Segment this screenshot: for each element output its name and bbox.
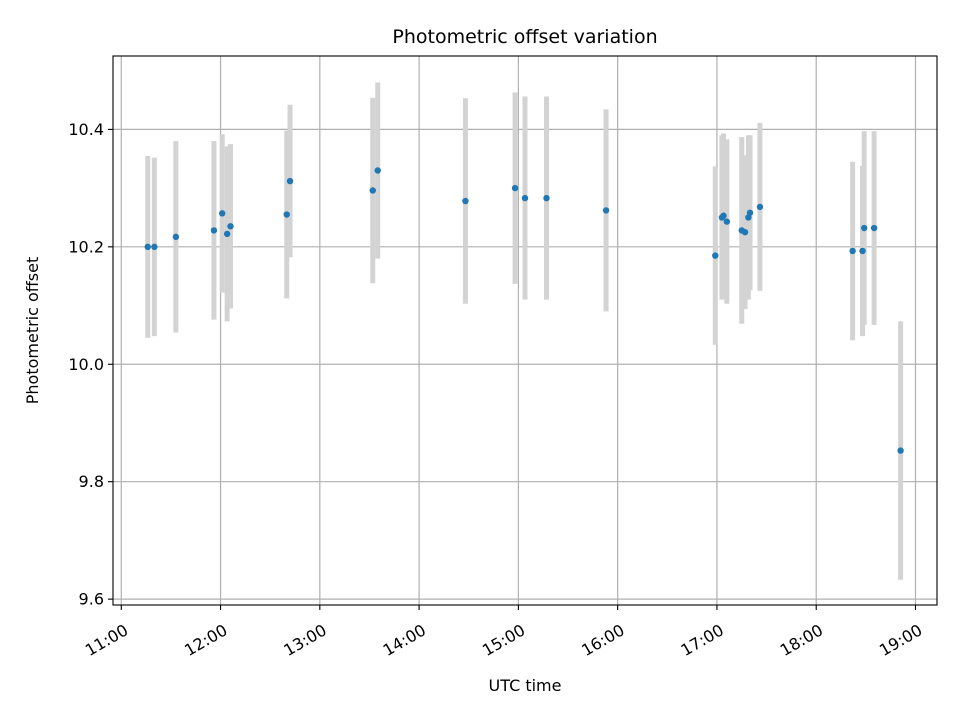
data-point bbox=[369, 187, 376, 194]
data-point bbox=[543, 194, 550, 202]
data-point bbox=[897, 447, 904, 454]
y-tick-label: 9.6 bbox=[79, 590, 104, 609]
data-point bbox=[283, 211, 290, 218]
data-point bbox=[219, 210, 226, 217]
y-tick-label: 10.0 bbox=[68, 355, 104, 374]
data-point bbox=[870, 224, 878, 232]
y-tick-label: 9.8 bbox=[79, 472, 104, 491]
data-point bbox=[849, 247, 856, 255]
data-point bbox=[511, 184, 519, 192]
x-axis-label: UTC time bbox=[489, 676, 562, 695]
point-layer bbox=[144, 167, 904, 454]
plot-frame bbox=[112, 55, 938, 606]
data-point bbox=[151, 243, 158, 251]
data-point bbox=[723, 218, 731, 225]
data-point bbox=[859, 247, 866, 255]
chart-title: Photometric offset variation bbox=[392, 26, 657, 48]
data-point bbox=[462, 197, 469, 205]
data-point bbox=[860, 224, 868, 232]
data-point bbox=[756, 203, 764, 211]
data-point bbox=[286, 177, 294, 185]
data-point bbox=[741, 228, 749, 236]
y-tick-label: 10.2 bbox=[68, 237, 104, 256]
data-point bbox=[144, 243, 151, 251]
y-tick-label: 10.4 bbox=[68, 120, 104, 139]
data-point bbox=[223, 230, 231, 238]
data-point bbox=[374, 167, 381, 174]
data-point bbox=[602, 207, 610, 214]
data-point bbox=[720, 212, 727, 219]
data-point bbox=[172, 233, 180, 241]
data-point bbox=[712, 252, 719, 259]
data-point bbox=[521, 194, 529, 202]
data-point bbox=[227, 223, 234, 230]
data-point bbox=[210, 227, 218, 234]
y-axis-label: Photometric offset bbox=[23, 257, 42, 405]
data-point bbox=[746, 209, 754, 216]
